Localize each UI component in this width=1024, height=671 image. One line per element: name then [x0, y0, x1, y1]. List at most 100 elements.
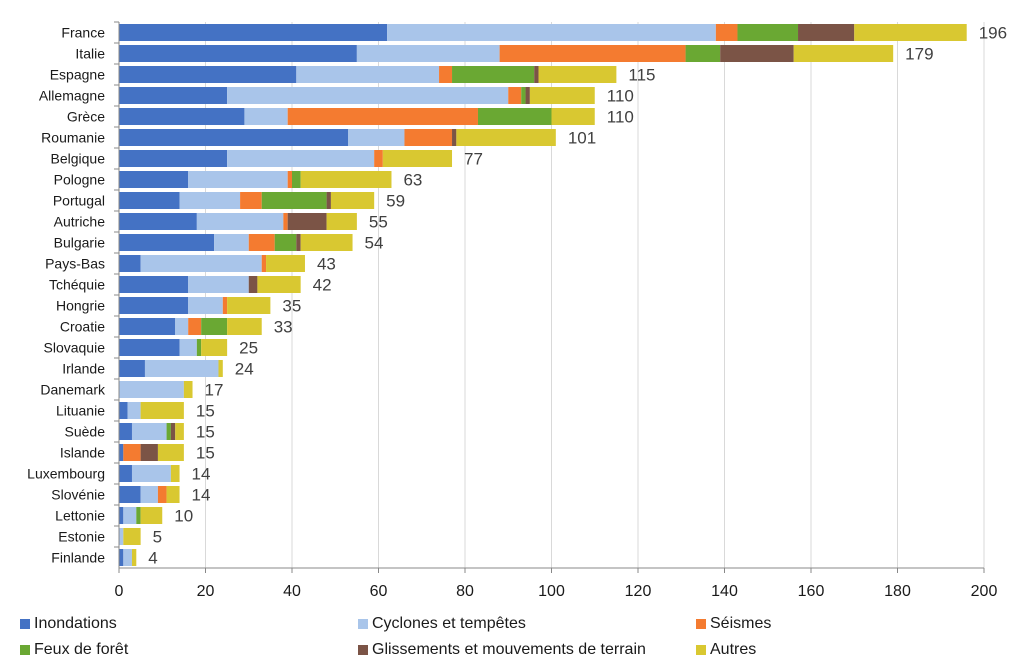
bar-segment: Islande – Autres: 6 — [157, 444, 184, 461]
bar-segment: Finlande – Cyclones et tempêtes: 2 — [123, 549, 132, 566]
x-tick-label: 60 — [370, 583, 388, 600]
axes — [114, 21, 985, 573]
bar-segment: Slovaquie – Autres: 6 — [201, 339, 228, 356]
category-label: Islande — [60, 445, 105, 461]
bar-segment: Portugal – Feux de forêt: 15 — [261, 192, 327, 209]
bar-segment: Bulgarie – Inondations: 22 — [119, 234, 215, 251]
total-label: 24 — [235, 360, 254, 379]
category-label: Autriche — [54, 214, 106, 230]
category-labels: France Italie Espagne Allemagne Grèce Roumani… — [27, 25, 106, 566]
bar-segment: Luxembourg – Inondations: 3 — [119, 465, 132, 482]
bar-segment: Pays-Bas – Autres: 9 — [266, 255, 305, 272]
legend-item: Glissements et mouvements de terrain — [358, 641, 646, 659]
bar-segment: Hongrie – Séismes: 1 — [222, 297, 228, 314]
bar-segment: Espagne – Feux de forêt: 19 — [452, 66, 535, 83]
x-tick-label: 180 — [884, 583, 911, 600]
total-label: 5 — [153, 528, 162, 547]
bar-segment: Estonie – Autres: 4 — [123, 528, 141, 545]
bar-segment: Autriche – Glissements et mouvements de … — [287, 213, 327, 230]
bar-segment: Estonie – Cyclones et tempêtes: 1 — [119, 528, 124, 545]
legend-label: Cyclones et tempêtes — [372, 615, 526, 632]
bar-segment: Pays-Bas – Inondations: 5 — [119, 255, 141, 272]
category-label: Pays-Bas — [45, 256, 105, 272]
category-label: Estonie — [58, 529, 105, 545]
bar-segment: Lettonie – Inondations: 1 — [119, 507, 124, 524]
bar-segment: Hongrie – Cyclones et tempêtes: 8 — [188, 297, 223, 314]
bar-segment: Grèce – Inondations: 29 — [119, 108, 245, 125]
category-label: Allemagne — [39, 88, 105, 104]
bar-segment: Finlande – Inondations: 1 — [119, 549, 124, 566]
bar-segment: Tchéquie – Glissements et mouvements de … — [248, 276, 258, 293]
legend-label: Séismes — [710, 615, 772, 632]
bar-segment: Pays-Bas – Cyclones et tempêtes: 28 — [140, 255, 262, 272]
bar-segment: Lituanie – Autres: 10 — [140, 402, 184, 419]
category-label: Danemark — [40, 382, 106, 398]
bar-segment: Lituanie – Inondations: 2 — [119, 402, 128, 419]
total-label: 110 — [607, 87, 634, 106]
category-label: Slovénie — [51, 487, 105, 503]
bar-segment: Allemagne – Feux de forêt: 1 — [521, 87, 526, 104]
bar-segment: Bulgarie – Glissements et mouvements de … — [296, 234, 301, 251]
bar-segment: Espagne – Cyclones et tempêtes: 33 — [296, 66, 440, 83]
bar-segment: Portugal – Autres: 10 — [330, 192, 375, 209]
total-label: 35 — [282, 297, 301, 316]
total-labels: 1961791151101101017763595554434235332524… — [148, 24, 1007, 568]
category-label: Croatie — [60, 319, 105, 335]
legend-item: Feux de forêt — [20, 641, 128, 659]
bar-segment: Slovaquie – Feux de forêt: 1 — [196, 339, 202, 356]
bar-segment: Allemagne – Cyclones et tempêtes: 65 — [227, 87, 509, 104]
legend-label: Inondations — [34, 615, 117, 632]
bar-segment: Tchéquie – Autres: 10 — [257, 276, 301, 293]
bar-segment: Roumanie – Inondations: 53 — [119, 129, 349, 146]
bar-segment: France – Cyclones et tempêtes: 76 — [387, 24, 716, 41]
x-tick-label: 20 — [197, 583, 215, 600]
total-label: 59 — [386, 192, 405, 211]
bar-segment: Autriche – Cyclones et tempêtes: 20 — [196, 213, 284, 230]
legend-item: Séismes — [696, 615, 771, 633]
bar-segment: Italie – Cyclones et tempêtes: 33 — [356, 45, 500, 62]
bar-segment: Slovénie – Autres: 3 — [166, 486, 180, 503]
bar-segment: Roumanie – Cyclones et tempêtes: 13 — [348, 129, 405, 146]
bar-segment: Allemagne – Inondations: 25 — [119, 87, 228, 104]
bar-segment: Tchéquie – Inondations: 16 — [119, 276, 189, 293]
bar-segment: Lettonie – Feux de forêt: 1 — [136, 507, 141, 524]
bar-segment: Croatie – Autres: 8 — [227, 318, 262, 335]
total-label: 77 — [464, 150, 483, 169]
legend-swatch — [358, 645, 368, 655]
legend-swatch — [696, 619, 706, 629]
bar-segment: Tchéquie – Cyclones et tempêtes: 14 — [188, 276, 249, 293]
bar-segment: Slovénie – Séismes: 2 — [157, 486, 167, 503]
bar-segment: Italie – Séismes: 43 — [499, 45, 686, 62]
total-label: 63 — [403, 171, 422, 190]
total-label: 115 — [628, 66, 655, 85]
total-label: 10 — [174, 507, 193, 526]
category-label: Slovaquie — [44, 340, 106, 356]
bar-segment: Pologne – Inondations: 16 — [119, 171, 189, 188]
category-label: Italie — [75, 46, 105, 62]
category-label: Pologne — [54, 172, 106, 188]
bars: France – Inondations: 62France – Cyclone… — [119, 24, 967, 566]
bar-segment: Lituanie – Cyclones et tempêtes: 3 — [127, 402, 141, 419]
bar-segment: Luxembourg – Cyclones et tempêtes: 9 — [131, 465, 171, 482]
category-label: Irlande — [62, 361, 105, 377]
legend-swatch — [696, 645, 706, 655]
bar-segment: Espagne – Inondations: 41 — [119, 66, 297, 83]
bar-segment: Belgique – Séismes: 2 — [374, 150, 383, 167]
total-label: 25 — [239, 339, 258, 358]
legend-swatch — [358, 619, 368, 629]
category-label: Roumanie — [41, 130, 105, 146]
total-label: 42 — [313, 276, 332, 295]
bar-segment: Autriche – Autres: 7 — [326, 213, 357, 230]
bar-segment: France – Glissements et mouvements de te… — [798, 24, 855, 41]
total-label: 14 — [192, 465, 211, 484]
bar-segment: Belgique – Cyclones et tempêtes: 34 — [227, 150, 375, 167]
bar-segment: Suède – Inondations: 3 — [119, 423, 132, 440]
bar-segment: Bulgarie – Cyclones et tempêtes: 8 — [214, 234, 249, 251]
bar-segment: Croatie – Feux de forêt: 6 — [201, 318, 228, 335]
bar-segment: Espagne – Autres: 18 — [538, 66, 617, 83]
bar-segment: Danemark – Autres: 2 — [183, 381, 193, 398]
category-label: Suède — [65, 424, 106, 440]
legend-swatch — [20, 619, 30, 629]
x-tick-label: 120 — [625, 583, 652, 600]
bar-segment: Italie – Autres: 23 — [793, 45, 894, 62]
